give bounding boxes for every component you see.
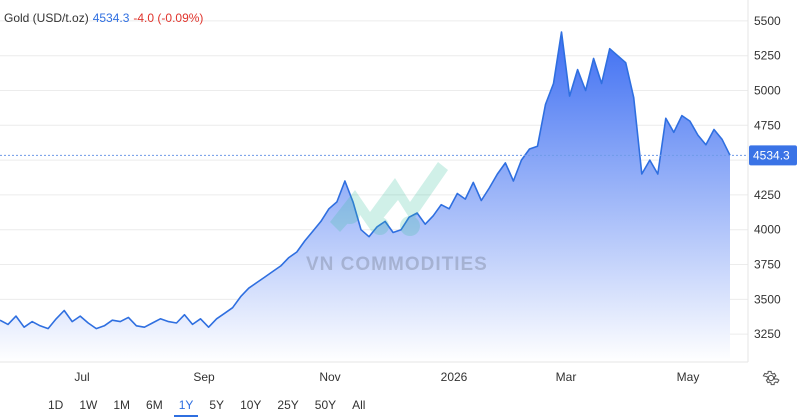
- x-tick-label: Jul: [74, 370, 89, 384]
- range-button-1m[interactable]: 1M: [113, 398, 131, 412]
- watermark-text: VN COMMODITIES: [306, 254, 488, 275]
- y-tick-label: 3250: [754, 327, 781, 341]
- y-tick-label: 4000: [754, 223, 781, 237]
- price-change: -4.0 (-0.09%): [133, 11, 204, 25]
- x-tick-label: May: [677, 370, 700, 384]
- y-tick-label: 5500: [754, 14, 781, 28]
- range-button-all[interactable]: All: [352, 398, 366, 412]
- last-price-label: 4534.3: [749, 145, 797, 166]
- x-tick-labels: Jul Sep Nov 2026 Mar May: [74, 370, 699, 384]
- range-button-1w[interactable]: 1W: [79, 398, 98, 412]
- chart-header: Gold (USD/t.oz) 4534.3 -4.0 (-0.09%): [4, 11, 203, 25]
- range-button-50y[interactable]: 50Y: [314, 398, 337, 412]
- range-button-10y[interactable]: 10Y: [240, 398, 262, 412]
- y-tick-label: 5250: [754, 49, 781, 63]
- watermark-logo: [330, 162, 448, 236]
- x-tick-label: 2026: [441, 370, 468, 384]
- range-button-5y[interactable]: 5Y: [209, 398, 225, 412]
- range-button-1d[interactable]: 1D: [48, 398, 64, 412]
- y-tick-labels: 3250350037504000425045004750500052505500: [754, 14, 781, 341]
- y-tick-label: 5000: [754, 84, 781, 98]
- y-tick-label: 4750: [754, 118, 781, 132]
- price-area: [0, 32, 730, 362]
- x-tick-label: Mar: [556, 370, 577, 384]
- current-price: 4534.3: [92, 11, 130, 25]
- y-tick-label: 3750: [754, 258, 781, 272]
- gear-icon[interactable]: [762, 369, 780, 387]
- range-button-1y[interactable]: 1Y: [171, 396, 202, 417]
- last-price-text: 4534.3: [753, 148, 790, 162]
- y-tick-label: 4250: [754, 188, 781, 202]
- price-line: [0, 31, 731, 330]
- y-tick-label: 3500: [754, 292, 781, 306]
- range-button-25y[interactable]: 25Y: [277, 398, 299, 412]
- x-tick-label: Nov: [319, 370, 340, 384]
- x-tick-label: Sep: [193, 370, 215, 384]
- instrument-name: Gold (USD/t.oz): [4, 11, 89, 25]
- time-range-selector: 1D 1W 1M 6M 1Y 5Y 10Y 25Y 50Y All: [40, 396, 373, 417]
- range-button-6m[interactable]: 6M: [146, 398, 163, 412]
